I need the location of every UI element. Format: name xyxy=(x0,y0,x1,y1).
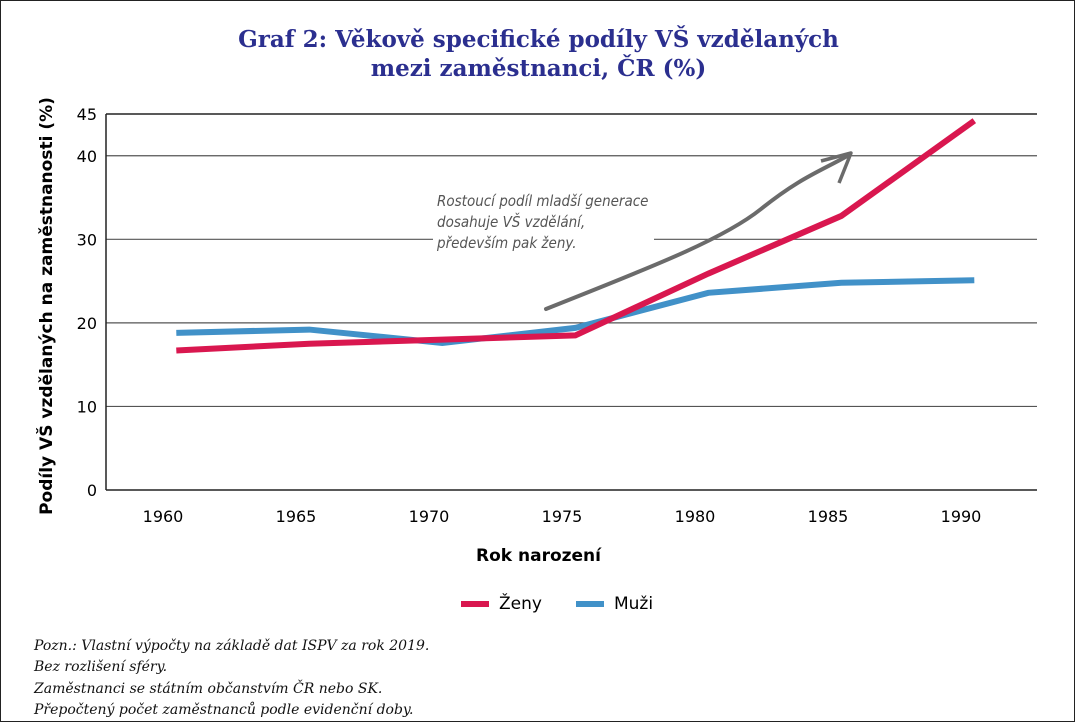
footnote: Pozn.: Vlastní výpočty na základě dat IS… xyxy=(34,638,430,654)
legend: Ženy Muži xyxy=(461,594,687,614)
x-tick-label: 1960 xyxy=(143,507,184,526)
y-tick-label: 0 xyxy=(87,481,97,500)
chart-title: Graf 2: Věkově specifické podíly VŠ vzdě… xyxy=(1,25,1074,83)
y-tick-label: 10 xyxy=(77,397,97,416)
annotation-text: Rostoucí podíl mladší generace dosahuje … xyxy=(433,191,655,256)
legend-label: Muži xyxy=(613,594,654,614)
x-tick-label: 1965 xyxy=(276,507,317,526)
annotation-arrow xyxy=(544,153,851,311)
x-tick-label: 1970 xyxy=(409,507,450,526)
legend-swatch xyxy=(461,601,489,607)
x-tick-label: 1985 xyxy=(808,507,849,526)
footnote: Zaměstnanci se státním občanstvím ČR neb… xyxy=(34,681,383,697)
y-axis-label: Podíly VŠ vzdělaných na zaměstnanosti (%… xyxy=(37,97,57,515)
x-tick-label: 1990 xyxy=(941,507,982,526)
annotation-line: Rostoucí podíl mladší generace xyxy=(437,192,649,210)
footnote: Přepočtený počet zaměstnanců podle evide… xyxy=(34,702,414,718)
legend-item-zeny: Ženy xyxy=(461,594,542,614)
arrow-head-icon xyxy=(820,151,853,184)
x-tick-label: 1975 xyxy=(542,507,583,526)
legend-label: Ženy xyxy=(499,594,542,614)
annotation-line: dosahuje VŠ vzdělání, xyxy=(437,213,586,231)
y-tick-label: 40 xyxy=(77,147,97,166)
title-line-1: Graf 2: Věkově specifické podíly VŠ vzdě… xyxy=(238,26,839,53)
legend-swatch xyxy=(575,601,604,607)
y-tick-label: 45 xyxy=(77,105,97,124)
title-line-2: mezi zaměstnanci, ČR (%) xyxy=(370,55,707,82)
x-axis-label: Rok narození xyxy=(476,546,601,566)
annotation-line: především pak ženy. xyxy=(437,234,577,252)
legend-item-muzi: Muži xyxy=(575,594,654,614)
y-tick-label: 30 xyxy=(77,230,97,249)
footnote: Bez rozlišení sféry. xyxy=(34,659,168,675)
y-tick-label: 20 xyxy=(77,314,97,333)
x-tick-label: 1980 xyxy=(675,507,716,526)
